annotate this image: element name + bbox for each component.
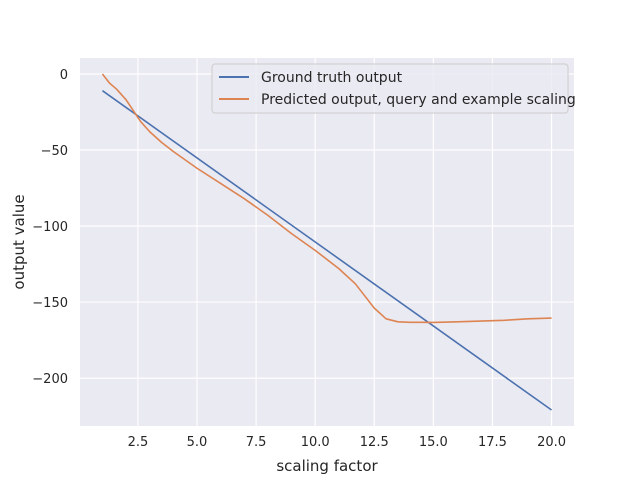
x-tick-label: 2.5 [128, 435, 149, 450]
y-axis-label: output value [10, 194, 28, 289]
y-tick-label: −200 [32, 372, 68, 387]
legend-label-predicted: Predicted output, query and example scal… [261, 92, 576, 108]
x-tick-label: 7.5 [246, 435, 267, 450]
x-tick-label: 12.5 [360, 435, 389, 450]
x-tick-label: 15.0 [419, 435, 448, 450]
y-tick-label: −100 [32, 220, 68, 235]
x-tick-label: 10.0 [301, 435, 330, 450]
y-axis-ticks: 0 −50 −100 −150 −200 [32, 68, 68, 387]
legend-label-ground-truth: Ground truth output [261, 70, 403, 86]
series-line-1 [101, 73, 552, 324]
x-axis-label: scaling factor [276, 457, 378, 475]
y-tick-label: −150 [32, 296, 68, 311]
data-series [101, 73, 553, 411]
legend-box [211, 63, 569, 114]
x-axis-ticks: 2.5 5.0 7.5 10.0 12.5 15.0 17.5 20.0 [128, 435, 566, 450]
y-tick-label: −50 [41, 144, 68, 159]
plot-area [80, 58, 574, 426]
x-tick-label: 20.0 [537, 435, 566, 450]
grid-lines [80, 58, 574, 426]
x-tick-label: 17.5 [478, 435, 507, 450]
y-tick-label: 0 [60, 68, 68, 83]
x-tick-label: 5.0 [187, 435, 208, 450]
legend: Ground truth output Predicted output, qu… [211, 63, 576, 114]
series-line-0 [101, 90, 553, 411]
